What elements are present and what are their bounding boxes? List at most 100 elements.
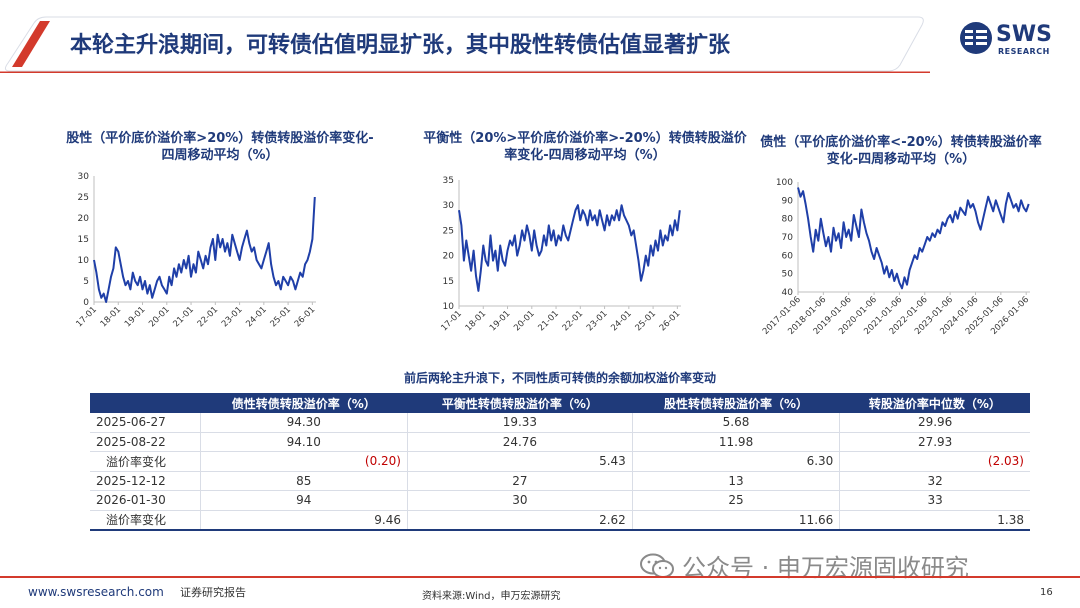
table-cell: 1.38 [839, 510, 1030, 531]
y-tick-label: 15 [443, 277, 454, 287]
table-cell: 27 [407, 471, 633, 491]
table-cell: (2.03) [839, 451, 1030, 472]
y-tick-label: 40 [782, 288, 794, 298]
x-tick-label: 21-01 [536, 309, 561, 334]
x-tick-label: 18-01 [464, 309, 489, 334]
x-tick-label: 24-01 [244, 305, 269, 330]
table-cell: (0.20) [199, 451, 408, 472]
table-cell: 19.33 [407, 413, 633, 433]
table-row: 2025-12-12 85 27 13 32 [90, 471, 1030, 491]
table-title: 前后两轮主升浪下，不同性质可转债的余额加权溢价率变动 [403, 371, 716, 385]
table-header-row: 债性转债转股溢价率（%） 平衡性转债转股溢价率（%） 股性转债转股溢价率（%） … [90, 393, 1030, 413]
row-label: 溢价率变化 [90, 451, 200, 472]
y-tick-label: 25 [78, 193, 89, 203]
series-line [93, 196, 316, 303]
chart-2-title: 平衡性（20%>平价底价溢价率>-20%）转债转股溢价率变化-四周移动平均（%） [423, 131, 747, 163]
x-tick-label: 23-01 [585, 309, 610, 334]
x-tick-label: 26-01 [658, 309, 683, 334]
footer-divider [0, 576, 1080, 578]
x-tick-label: 19-01 [488, 309, 513, 334]
table-row: 溢价率变化 9.46 2.62 11.66 1.38 [90, 510, 1030, 531]
table-cell: 29.96 [839, 413, 1030, 433]
x-tick-label: 25-01 [269, 305, 294, 330]
wechat-icon [640, 553, 674, 578]
y-tick-label: 50 [782, 270, 794, 280]
sws-logo-icon [960, 22, 992, 54]
table-cell: 85 [199, 471, 408, 491]
table-header-cell: 平衡性转债转股溢价率（%） [407, 393, 633, 413]
y-tick-label: 35 [443, 176, 454, 186]
table-header-cell: 债性转债转股溢价率（%） [200, 393, 408, 413]
x-tick-label: 17-01 [74, 305, 99, 330]
series-line [458, 204, 681, 292]
chart-balanced: 10 15 20 25 30 35 17-01 18-01 19-01 20-01 21-01 22-… [439, 176, 683, 334]
title-banner [0, 16, 930, 73]
x-tick-label: 18-01 [99, 305, 124, 330]
premium-table: 债性转债转股溢价率（%） 平衡性转债转股溢价率（%） 股性转债转股溢价率（%） … [90, 393, 1030, 531]
row-label: 溢价率变化 [90, 510, 200, 531]
table-row: 溢价率变化 (0.20) 5.43 6.30 (2.03) [90, 451, 1030, 472]
row-label: 2025-06-27 [90, 413, 200, 433]
table-cell: 5.43 [407, 451, 633, 472]
x-tick-label: 25-01 [634, 309, 659, 334]
x-tick-label: 23-01 [220, 305, 245, 330]
table-cell: 94.10 [199, 432, 408, 452]
x-tick-label: 26-01 [293, 305, 318, 330]
footer-url[interactable]: www.swsresearch.com [28, 585, 164, 599]
chart-1-title: 股性（平价底价溢价率>20%）转债转股溢价率变化-四周移动平均（%） [66, 131, 374, 163]
table-cell: 11.98 [631, 432, 840, 452]
table-cell: 5.68 [631, 413, 840, 433]
table-header-cell: 转股溢价率中位数（%） [839, 393, 1030, 413]
x-tick-label: 19-01 [123, 305, 148, 330]
x-tick-label: 20-01 [512, 309, 537, 334]
table-cell: 24.76 [407, 432, 633, 452]
footer-source: 资料来源:Wind，申万宏源研究 [422, 591, 561, 602]
y-tick-label: 30 [78, 172, 90, 182]
table-cell: 2.62 [407, 510, 633, 531]
y-tick-label: 60 [782, 251, 794, 261]
y-tick-label: 5 [83, 277, 89, 287]
page-number: 16 [1040, 587, 1053, 598]
table-cell: 33 [839, 490, 1030, 511]
table-header-cell [90, 393, 200, 413]
x-tick-label: 17-01 [439, 309, 464, 334]
table-cell: 32 [839, 471, 1030, 491]
row-label: 2026-01-30 [90, 490, 200, 511]
y-tick-label: 80 [782, 215, 794, 225]
table-row: 2025-06-27 94.30 19.33 5.68 29.96 [90, 413, 1030, 433]
row-label: 2025-12-12 [90, 471, 200, 491]
y-tick-label: 30 [443, 201, 455, 211]
y-tick-label: 100 [776, 178, 793, 188]
x-tick-label: 22-01 [196, 305, 221, 330]
y-tick-label: 20 [443, 252, 455, 262]
table-cell: 9.46 [199, 510, 408, 531]
series-line [797, 187, 1030, 290]
y-tick-label: 90 [782, 196, 794, 206]
table-cell: 30 [407, 490, 633, 511]
table-cell: 13 [631, 471, 840, 491]
table-cell: 11.66 [631, 510, 840, 531]
table-cell: 94 [199, 490, 408, 511]
y-tick-label: 20 [78, 214, 90, 224]
logo-word: SWS [996, 22, 1052, 47]
y-tick-label: 25 [443, 226, 454, 236]
table-header-cell: 股性转债转股溢价率（%） [632, 393, 840, 413]
y-tick-label: 15 [78, 235, 89, 245]
chart-3-title: 债性（平价底价溢价率<-20%）转债转股溢价率变化-四周移动平均（%） [760, 135, 1042, 167]
table-row: 2025-08-22 94.10 24.76 11.98 27.93 [90, 432, 1030, 452]
page-header: 本轮主升浪期间，可转债估值明显扩张，其中股性转债估值显著扩张 SWS RESEA… [0, 0, 1080, 80]
table-cell: 94.30 [199, 413, 408, 433]
y-tick-label: 70 [782, 233, 794, 243]
table-cell: 25 [631, 490, 840, 511]
y-tick-label: 0 [83, 298, 89, 308]
sws-logo: SWS RESEARCH [958, 20, 1068, 60]
x-tick-label: 20-01 [147, 305, 172, 330]
x-tick-label: 24-01 [609, 309, 634, 334]
logo-subtitle: RESEARCH [998, 47, 1050, 56]
chart-bond-like: 4050607080901002017-01-062018-01-062019-… [761, 178, 1031, 337]
y-tick-label: 10 [443, 302, 455, 312]
table-row: 2026-01-30 94 30 25 33 [90, 490, 1030, 511]
x-tick-label: 21-01 [171, 305, 196, 330]
row-label: 2025-08-22 [90, 432, 200, 452]
table-cell: 6.30 [631, 451, 840, 472]
